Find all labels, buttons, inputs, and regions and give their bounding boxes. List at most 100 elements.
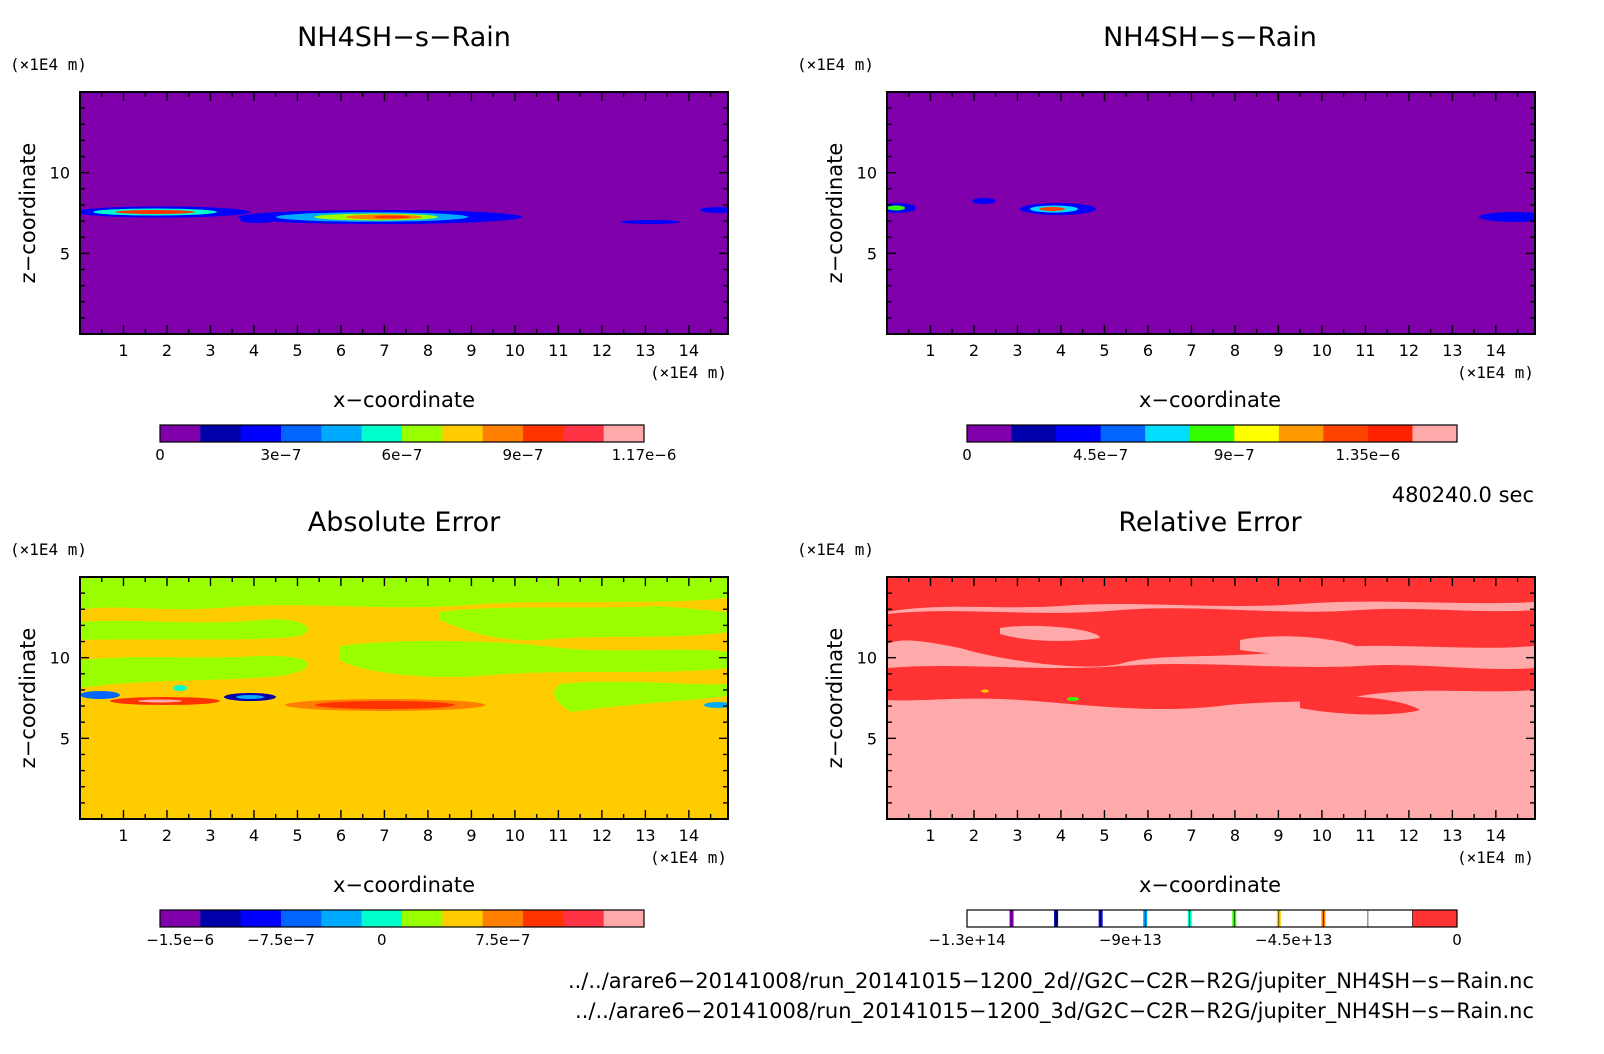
x-tick-label: 12 <box>1399 341 1419 360</box>
x-tick-label: 14 <box>679 341 699 360</box>
x-tick-label: 5 <box>1099 826 1109 845</box>
colorbar-segment <box>967 425 1013 442</box>
colorbar-segment <box>1234 425 1280 442</box>
panel-top-left: NH4SH−s−Rain (×1E4 m) 1 2 3 4 5 6 7 8 9 10 11 12 13 1… <box>10 22 729 464</box>
colorbar-segment <box>1278 910 1324 927</box>
colorbar-segment <box>1189 910 1235 927</box>
x-tick-label: 1 <box>925 826 935 845</box>
contour-blob <box>1479 212 1535 222</box>
colorbar-frame <box>159 424 645 443</box>
colorbar-segment <box>1323 910 1369 927</box>
colorbar-segment <box>1412 425 1458 442</box>
colorbar-frame <box>159 909 645 928</box>
colorbar-tick-label: 1.17e−6 <box>612 446 677 464</box>
x-tick-label: 2 <box>162 341 172 360</box>
contour-blob <box>1039 207 1065 211</box>
contour-features <box>887 577 1535 715</box>
colorbar-segment <box>603 425 645 442</box>
colorbar-segment <box>1100 910 1146 927</box>
x-tick-label: 2 <box>969 341 979 360</box>
panel-title: NH4SH−s−Rain <box>297 22 511 53</box>
colorbar-segment <box>1056 425 1102 442</box>
contour-blob <box>620 220 680 224</box>
colorbar-segment <box>967 910 1013 927</box>
x-axis-label: x−coordinate <box>333 388 475 412</box>
colorbar-segment <box>442 910 484 927</box>
contour-blob <box>972 198 996 204</box>
contour-blob <box>115 210 195 214</box>
colorbar: −1.5e−6 −7.5e−7 0 7.5e−7 <box>146 909 645 949</box>
colorbar-segment <box>321 910 363 927</box>
x-tick-label: 9 <box>466 341 476 360</box>
x-axis-label: x−coordinate <box>333 873 475 897</box>
colorbar: 0 3e−7 6e−7 9e−7 1.17e−6 <box>155 424 677 464</box>
colorbar-segment <box>563 425 605 442</box>
colorbar-tick-label: −9e+13 <box>1099 931 1162 949</box>
x-tick-label: 6 <box>336 341 346 360</box>
x-tick-label: 12 <box>592 341 612 360</box>
colorbar-tick-label: 0 <box>1452 931 1462 949</box>
colorbar-segment <box>1056 910 1102 927</box>
colorbar-frame <box>966 909 1458 928</box>
z-tick-label: 10 <box>857 649 877 668</box>
x-tick-label: 7 <box>1186 826 1196 845</box>
colorbar-segment <box>160 910 201 927</box>
x-tick-label: 11 <box>1355 341 1375 360</box>
x-tick-label: 13 <box>1442 826 1462 845</box>
x-tick-label: 1 <box>925 341 935 360</box>
colorbar-segment <box>1011 910 1057 927</box>
colorbar-tick-label: −4.5e+13 <box>1255 931 1332 949</box>
z-axis-label: z−coordinate <box>16 143 40 284</box>
x-unit-label: (×1E4 m) <box>1457 363 1534 382</box>
x-tick-label: 4 <box>1056 341 1066 360</box>
colorbar-tick-label: 9e−7 <box>1214 446 1255 464</box>
colorbar-tick-label: 1.35e−6 <box>1336 446 1401 464</box>
x-tick-label: 8 <box>1230 826 1240 845</box>
x-tick-label: 9 <box>1273 341 1283 360</box>
colorbar-tick-label: 4.5e−7 <box>1073 446 1128 464</box>
colorbar-segment <box>523 425 564 442</box>
x-tick-label: 4 <box>249 826 259 845</box>
contour-features <box>887 198 1535 222</box>
x-tick-label: 6 <box>336 826 346 845</box>
contour-features <box>80 577 728 712</box>
colorbar-tick-label: 7.5e−7 <box>475 931 530 949</box>
colorbar-tick-label: −1.5e−6 <box>146 931 214 949</box>
colorbar-segment <box>1100 425 1146 442</box>
colorbar-tick-label: 6e−7 <box>382 446 423 464</box>
x-tick-label: 8 <box>423 341 433 360</box>
contour-blob <box>887 205 905 211</box>
file-path-3d: ../../arare6−20141008/run_20141015−1200_… <box>575 999 1534 1024</box>
panel-top-right: NH4SH−s−Rain (×1E4 m) 1 2 3 4 5 6 7 8 9 10 11 12 13 1… <box>797 22 1536 464</box>
x-tick-label: 1 <box>118 341 128 360</box>
colorbar-segment <box>1145 910 1191 927</box>
z-unit-label: (×1E4 m) <box>797 55 874 74</box>
colorbar-segment <box>321 425 363 442</box>
z-tick-label: 5 <box>60 729 70 748</box>
x-tick-label: 7 <box>379 826 389 845</box>
z-tick-label: 5 <box>60 244 70 263</box>
panel-title: Absolute Error <box>308 507 501 538</box>
colorbar-segment <box>1189 425 1235 442</box>
x-tick-label: 14 <box>1486 341 1506 360</box>
x-tick-label: 14 <box>1486 826 1506 845</box>
panel-bottom-left: Absolute Error (×1E4 m) 1 2 3 4 5 6 7 8 9 10 11 12 1… <box>10 507 729 949</box>
colorbar-segment <box>240 910 282 927</box>
z-unit-label: (×1E4 m) <box>797 540 874 559</box>
contour-blob <box>700 207 728 213</box>
plot-frame <box>886 91 1536 335</box>
z-tick-label: 10 <box>857 164 877 183</box>
colorbar-tick-label: 0 <box>377 931 387 949</box>
contour-blob <box>374 215 410 219</box>
colorbar-segment <box>1234 910 1280 927</box>
x-tick-label: 10 <box>1312 826 1332 845</box>
colorbar-segment <box>1367 910 1413 927</box>
plot-frame <box>79 576 729 820</box>
z-axis-label: z−coordinate <box>823 143 847 284</box>
x-tick-label: 12 <box>1399 826 1419 845</box>
x-tick-label: 12 <box>592 826 612 845</box>
x-tick-label: 10 <box>505 826 525 845</box>
z-unit-label: (×1E4 m) <box>10 540 87 559</box>
